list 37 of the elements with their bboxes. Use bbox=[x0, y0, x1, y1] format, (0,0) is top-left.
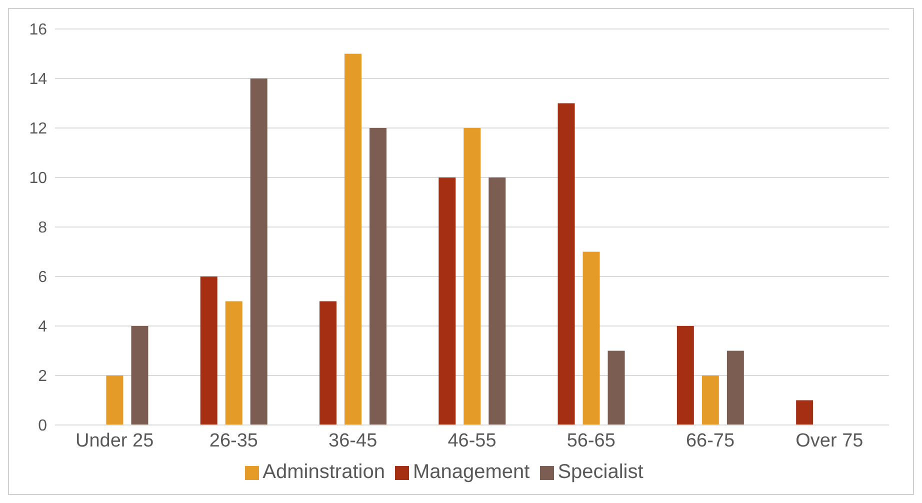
bar bbox=[796, 400, 814, 425]
y-tick-label: 10 bbox=[29, 170, 48, 188]
x-tick-label: 56-65 bbox=[566, 430, 616, 452]
y-tick-label: 14 bbox=[29, 71, 48, 88]
legend-label: Management bbox=[412, 461, 530, 483]
bar bbox=[488, 178, 506, 425]
bar bbox=[726, 350, 744, 425]
y-tick-label: 2 bbox=[38, 368, 48, 386]
x-tick-label: 46-55 bbox=[448, 430, 496, 452]
bar bbox=[131, 326, 148, 425]
legend-label: Adminstration bbox=[262, 461, 385, 483]
bar bbox=[250, 78, 268, 425]
x-tick-label: Under 25 bbox=[75, 430, 154, 452]
bar bbox=[319, 301, 336, 425]
y-tick-label: 8 bbox=[38, 220, 48, 237]
x-tick-label: 66-75 bbox=[686, 430, 735, 452]
y-tick-label: 0 bbox=[38, 418, 48, 435]
bar bbox=[464, 128, 481, 425]
bar bbox=[676, 326, 694, 425]
bar bbox=[608, 350, 625, 425]
y-tick-label: 12 bbox=[29, 120, 48, 138]
y-tick-label: 16 bbox=[29, 22, 48, 39]
x-tick-label: Over 75 bbox=[796, 430, 864, 452]
x-tick-label: 36-45 bbox=[328, 430, 378, 452]
bar bbox=[369, 128, 386, 425]
bar bbox=[438, 178, 456, 425]
bar bbox=[344, 54, 362, 425]
bar bbox=[106, 376, 124, 425]
bar bbox=[702, 376, 719, 425]
legend-label: Specialist bbox=[558, 461, 644, 483]
y-tick-label: 4 bbox=[38, 318, 48, 336]
x-tick-label: 26-35 bbox=[209, 430, 258, 452]
bar bbox=[200, 276, 218, 425]
bar bbox=[558, 103, 575, 425]
bar bbox=[225, 301, 242, 425]
y-tick-label: 6 bbox=[38, 269, 48, 286]
bar bbox=[582, 252, 600, 425]
